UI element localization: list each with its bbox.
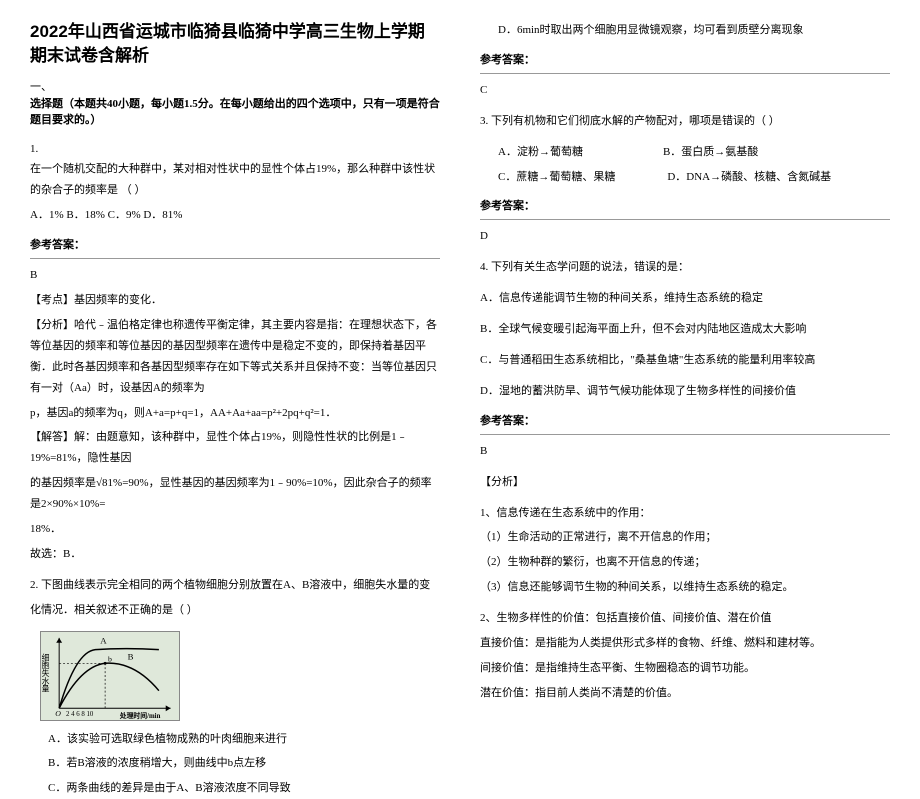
- divider: [480, 73, 890, 74]
- answer-label: 参考答案：: [30, 236, 440, 252]
- q4-fx: 【分析】: [480, 472, 890, 493]
- q2-optA: A．该实验可选取绿色植物成熟的叶肉细胞来进行: [30, 729, 440, 750]
- q1-options: A．1% B．18% C．9% D．81%: [30, 205, 440, 226]
- q1-sol4: 故选：B．: [30, 544, 440, 565]
- q4-p4: （3）信息还能够调节生物的种间关系，以维持生态系统的稳定。: [480, 577, 890, 598]
- q1-fx: 【分析】哈代﹣温伯格定律也称遗传平衡定律，其主要内容是指：在理想状态下，各等位基…: [30, 315, 440, 399]
- q2-stem2: 化情况．相关叙述不正确的是（ ）: [30, 600, 440, 621]
- q1-answer: B: [30, 265, 440, 286]
- left-column: 2022年山西省运城市临猗县临猗中学高三生物上学期期末试卷含解析 一、 选择题（…: [30, 20, 440, 631]
- svg-text:A: A: [100, 635, 107, 645]
- q3-row1: A．淀粉→葡萄糖 B．蛋白质→氨基酸: [480, 142, 890, 163]
- ans2: C: [480, 80, 890, 101]
- q1-sol: 【解答】解：由题意知，该种群中，显性个体占19%，则隐性性状的比例是1﹣19%=…: [30, 427, 440, 469]
- section-head: 选择题（本题共40小题，每小题1.5分。在每小题给出的四个选项中，只有一项是符合…: [30, 96, 440, 129]
- divider: [30, 258, 440, 259]
- q3-stem: 3. 下列有机物和它们彻底水解的产物配对，哪项是错误的（ ）: [480, 111, 890, 132]
- q2-optC: C．两条曲线的差异是由于A、B溶液浓度不同导致: [30, 778, 440, 799]
- svg-text:处理时间/min: 处理时间/min: [119, 711, 161, 720]
- q4-p8: 潜在价值：指目前人类尚不清楚的价值。: [480, 683, 890, 704]
- q1-kd: 【考点】基因频率的变化．: [30, 290, 440, 311]
- q4-p2: （1）生命活动的正常进行，离不开信息的作用；: [480, 527, 890, 548]
- q1-sol3: 18%．: [30, 519, 440, 540]
- q4-b: B．全球气候变暖引起海平面上升，但不会对内陆地区造成太大影响: [480, 319, 890, 340]
- q4-p3: （2）生物种群的繁衍，也离不开信息的传递；: [480, 552, 890, 573]
- q3-d: D．DNA→磷酸、核糖、含氮碱基: [667, 167, 831, 188]
- svg-text:B: B: [128, 651, 134, 661]
- q4-p5: 2、生物多样性的价值：包括直接价值、间接价值、潜在价值: [480, 608, 890, 629]
- ans4-label: 参考答案：: [480, 412, 890, 428]
- q4-p7: 间接价值：是指维持生态平衡、生物圈稳态的调节功能。: [480, 658, 890, 679]
- divider: [480, 219, 890, 220]
- q2-stem: 2. 下图曲线表示完全相同的两个植物细胞分别放置在A、B溶液中，细胞失水量的变: [30, 575, 440, 596]
- q4-p1: 1、信息传递在生态系统中的作用：: [480, 503, 890, 524]
- q1-fx2: p，基因a的频率为q，则A+a=p+q=1，AA+Aa+aa=p²+2pq+q²…: [30, 403, 440, 424]
- svg-text:O: O: [55, 709, 61, 718]
- q4-a: A．信息传递能调节生物的种间关系，维持生态系统的稳定: [480, 288, 890, 309]
- q3-b: B．蛋白质→氨基酸: [663, 142, 758, 163]
- q3-c: C．蔗糖→葡萄糖、果糖: [498, 167, 615, 188]
- q4-d: D．湿地的蓄洪防旱、调节气候功能体现了生物多样性的间接价值: [480, 381, 890, 402]
- ans3-label: 参考答案：: [480, 197, 890, 213]
- right-column: D．6min时取出两个细胞用显微镜观察，均可看到质壁分离现象 参考答案： C 3…: [480, 20, 890, 631]
- q4-stem: 4. 下列有关生态学问题的说法，错误的是：: [480, 257, 890, 278]
- svg-text:2 4 6 8 10: 2 4 6 8 10: [66, 711, 94, 718]
- doc-title: 2022年山西省运城市临猗县临猗中学高三生物上学期期末试卷含解析: [30, 20, 440, 68]
- q3-row2: C．蔗糖→葡萄糖、果糖 D．DNA→磷酸、核糖、含氮碱基: [480, 167, 890, 188]
- q3-a: A．淀粉→葡萄糖: [498, 142, 583, 163]
- q2-optD: D．6min时取出两个细胞用显微镜观察，均可看到质壁分离现象: [480, 20, 890, 41]
- q2-chart: A B b O 2 4 6 8 10 处理时间/min 细胞失水量: [40, 631, 180, 721]
- ans2-label: 参考答案：: [480, 51, 890, 67]
- divider: [480, 434, 890, 435]
- q2-optB: B．若B溶液的浓度稍增大，则曲线中b点左移: [30, 753, 440, 774]
- q4-c: C．与普通稻田生态系统相比，"桑基鱼塘"生态系统的能量利用率较高: [480, 350, 890, 371]
- q1-stem: 在一个随机交配的大种群中，某对相对性状中的显性个体占19%，那么种群中该性状的杂…: [30, 159, 440, 201]
- svg-text:b: b: [108, 654, 112, 663]
- svg-text:细胞失水量: 细胞失水量: [41, 652, 50, 692]
- ans3: D: [480, 226, 890, 247]
- section-cat: 一、: [30, 78, 440, 94]
- q1-num: 1.: [30, 139, 440, 160]
- ans4: B: [480, 441, 890, 462]
- q1-sol2: 的基因频率是√81%=90%，显性基因的基因频率为1﹣90%=10%，因此杂合子…: [30, 473, 440, 515]
